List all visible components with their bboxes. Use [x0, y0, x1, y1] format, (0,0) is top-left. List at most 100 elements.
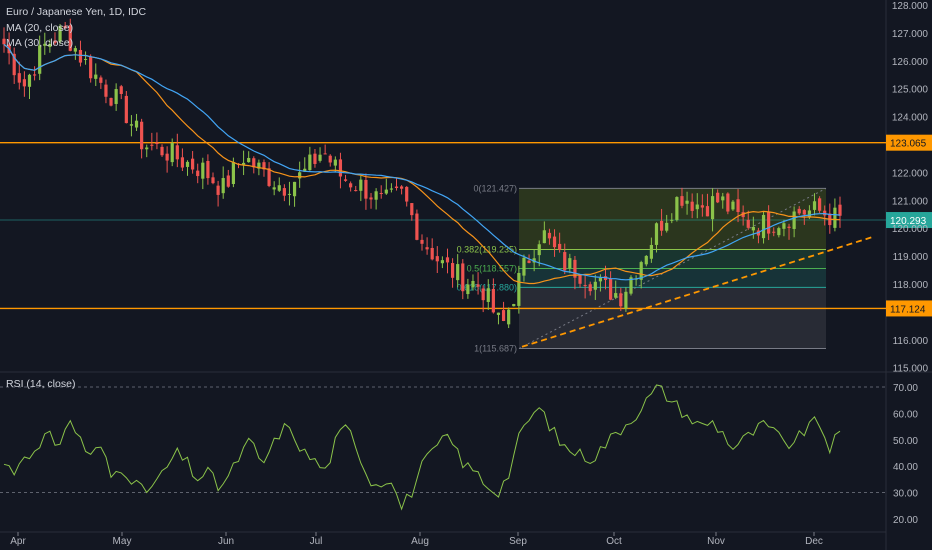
x-tick-label: Jun: [218, 536, 234, 547]
candle-body: [150, 144, 154, 146]
candle-body: [695, 204, 699, 210]
candle-body: [134, 120, 139, 128]
candle-body: [654, 223, 659, 245]
fib-level-label: 1(115.687): [474, 344, 517, 354]
candle-body: [267, 168, 271, 186]
candle-body: [593, 281, 597, 290]
candle-body: [425, 247, 429, 250]
candle-body: [797, 208, 801, 214]
candle-body: [226, 175, 230, 187]
candle-body: [537, 244, 541, 256]
candle-body: [272, 187, 276, 190]
candle-body: [155, 142, 159, 144]
candle-body: [619, 293, 623, 307]
candle-body: [818, 198, 822, 211]
candle-body: [629, 277, 633, 294]
candle-body: [568, 258, 572, 269]
rsi-pane: [0, 384, 886, 511]
candle-body: [542, 230, 546, 244]
rsi-tick-label: 50.00: [893, 436, 918, 447]
candle-body: [838, 204, 842, 216]
candle-body: [83, 58, 88, 60]
candle-body: [624, 291, 628, 309]
candle-body: [140, 121, 144, 150]
candle-body: [583, 285, 587, 287]
y-tick-label: 126.000: [892, 57, 929, 68]
y-tick-label: 119.000: [893, 252, 929, 263]
candle-body: [435, 256, 439, 262]
fib-level-label: 0.5(118.557): [467, 263, 517, 273]
candle-body: [104, 84, 108, 97]
candle-body: [328, 155, 332, 163]
candle-body: [338, 159, 343, 177]
x-tick-label: Jul: [310, 536, 323, 547]
fib-zone-0-0382: [519, 188, 826, 250]
y-tick-label: 116.000: [893, 336, 929, 347]
candle-body: [578, 274, 582, 284]
x-tick-label: Nov: [707, 536, 725, 547]
candle-body: [400, 186, 404, 189]
candle-body: [685, 200, 689, 204]
candle-body: [389, 188, 394, 190]
candle-body: [17, 73, 21, 83]
candle-body: [792, 211, 796, 229]
legend-ma30: MA (30, close): [6, 37, 74, 49]
candle-body: [731, 201, 735, 210]
candle-body: [211, 177, 215, 184]
candle-body: [298, 172, 302, 179]
candle-body: [333, 159, 337, 166]
candle-body: [109, 97, 113, 106]
trendline-dashed: [521, 235, 875, 348]
candle-body: [614, 293, 618, 298]
candle-body: [185, 161, 190, 167]
candle-body: [262, 162, 266, 170]
candle-body: [726, 193, 730, 212]
candle-body: [716, 192, 720, 203]
y-tick-label: 115.000: [893, 364, 929, 375]
candle-body: [196, 170, 200, 177]
candle-body: [588, 284, 592, 292]
candle-body: [231, 161, 235, 185]
rsi-tick-label: 40.00: [893, 462, 918, 473]
candle-body: [78, 49, 83, 63]
y-tick-label: 125.000: [892, 85, 929, 96]
last-price-badge: [886, 212, 932, 229]
candle-body: [221, 178, 225, 194]
x-tick-label: Sep: [509, 536, 527, 547]
candle-body: [603, 276, 608, 281]
candle-body: [384, 189, 388, 194]
candle-body: [165, 153, 169, 161]
candle-body: [2, 38, 6, 45]
candle-body: [471, 280, 475, 288]
horizontal-level-badge: [886, 300, 932, 317]
candle-body: [241, 162, 246, 165]
candle-body: [73, 48, 77, 52]
candle-body: [710, 196, 715, 220]
candle-body: [527, 260, 531, 263]
candle-body: [38, 45, 42, 74]
x-tick-label: Oct: [606, 536, 622, 547]
x-tick-label: Aug: [411, 536, 429, 547]
candle-body: [129, 124, 134, 126]
fib-level-label: 0(121.427): [473, 183, 517, 193]
candle-body: [833, 207, 837, 228]
candle-body: [303, 168, 307, 172]
ma30-line: [3, 43, 841, 281]
candle-body: [772, 231, 776, 233]
candle-body: [32, 74, 37, 76]
candle-body: [364, 179, 368, 199]
candle-body: [787, 226, 791, 228]
y-tick-label: 124.000: [892, 113, 929, 124]
candle-body: [445, 257, 450, 263]
moving-averages: [3, 43, 841, 285]
trendlines[interactable]: [521, 235, 875, 348]
fib-zone-0618-1: [519, 287, 826, 349]
y-tick-label: 122.000: [892, 168, 929, 179]
fib-zone-0382-05: [519, 249, 826, 269]
legend-title: Euro / Japanese Yen, 1D, IDC: [6, 6, 147, 18]
candle-body: [450, 263, 455, 278]
horizontal-level-badge: [886, 134, 932, 151]
candle-body: [43, 43, 47, 46]
